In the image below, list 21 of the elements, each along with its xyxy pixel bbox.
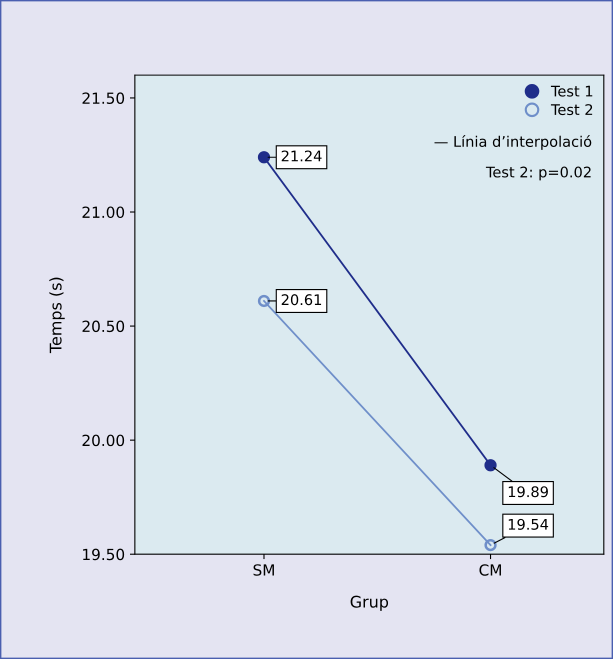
point (484, 459, 497, 472)
x-tick-label: SM (254, 564, 274, 576)
data-label: 21.24 (282, 150, 322, 162)
legend-label: Test 2 (550, 104, 592, 116)
x-axis-title: Grup (350, 596, 388, 611)
point (258, 151, 270, 164)
x-tick-label: CM (479, 564, 501, 576)
data-label: 20.61 (282, 294, 322, 306)
annotation: — Línia d’interpolació (434, 135, 592, 150)
y-tick-label: 20.00 (82, 434, 124, 446)
y-tick-label: 21.50 (82, 92, 124, 104)
point (258, 294, 270, 308)
y-axis-title: Temps (s) (49, 278, 65, 354)
y-tick-label: 20.50 (82, 320, 124, 332)
y-tick-label: 19.50 (83, 548, 124, 560)
y-tick-label: 21.00 (82, 206, 124, 218)
legend-label: Test 1 (550, 86, 592, 97)
point (484, 538, 497, 552)
annotation: Test 2: p=0.02 (486, 166, 591, 180)
data-label: 19.54 (508, 518, 548, 530)
data-label: 19.89 (508, 486, 548, 498)
